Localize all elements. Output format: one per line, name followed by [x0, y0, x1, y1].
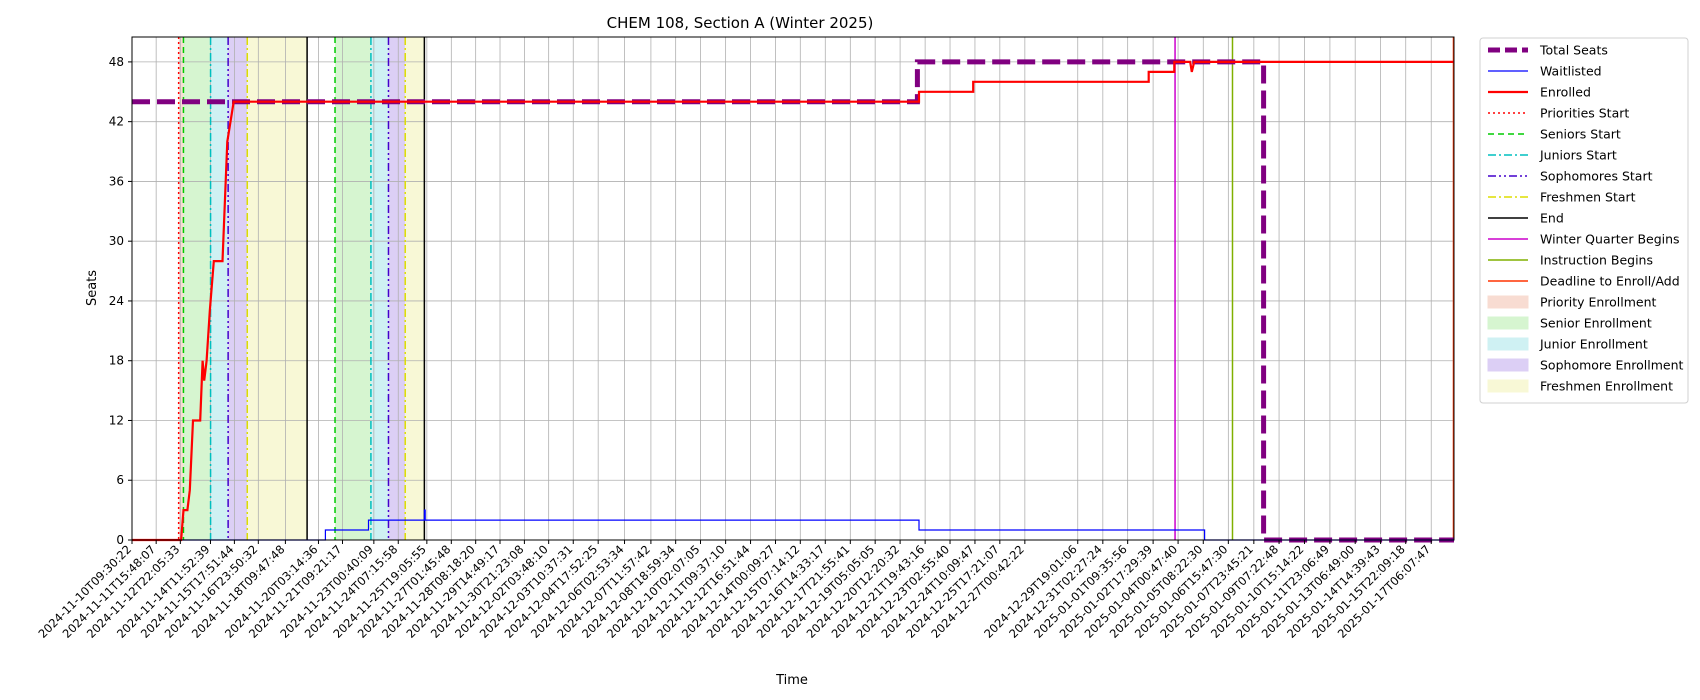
y-tick-label: 36: [109, 174, 124, 188]
grid: [131, 37, 1454, 541]
milestone-lines: [177, 37, 1455, 540]
legend-swatch: [1487, 316, 1529, 330]
series-line: [132, 509, 1454, 541]
legend-swatch: [1487, 379, 1529, 393]
legend-frame: [1479, 37, 1689, 404]
shaded-band: [370, 37, 389, 540]
legend-label: Enrolled: [1540, 85, 1591, 100]
shaded-band: [183, 37, 211, 540]
y-tick-label: 6: [116, 473, 124, 487]
y-tick-label: 42: [109, 115, 124, 129]
legend-label: Sophomore Enrollment: [1540, 358, 1684, 373]
legend-label: End: [1540, 211, 1564, 226]
shaded-band: [247, 37, 308, 540]
legend-label: Juniors Start: [1539, 148, 1617, 163]
y-axis-label: Seats: [85, 270, 100, 306]
legend-label: Total Seats: [1539, 43, 1608, 58]
shaded-band: [210, 37, 229, 540]
shaded-regions: [178, 37, 425, 540]
shaded-band: [178, 37, 184, 540]
plot-frame: [131, 36, 1455, 541]
legend-swatch: [1487, 295, 1529, 309]
legend-label: Waitlisted: [1540, 64, 1602, 79]
chart-title: CHEM 108, Section A (Winter 2025): [607, 14, 874, 32]
legend-label: Winter Quarter Begins: [1540, 232, 1680, 247]
legend-swatch: [1487, 337, 1529, 351]
legend-label: Junior Enrollment: [1539, 337, 1648, 352]
y-tick-label: 0: [116, 533, 124, 547]
x-axis-label: Time: [775, 673, 808, 688]
x-axis: 2024-11-10T09:30:222024-11-11T15:48:0720…: [35, 540, 1433, 641]
series-line: [132, 60, 1454, 542]
y-tick-label: 30: [109, 234, 124, 248]
legend-label: Sophomores Start: [1540, 169, 1653, 184]
shaded-band: [405, 37, 425, 540]
y-tick-label: 24: [109, 294, 124, 308]
y-axis: 0 6 12 18 24 30 36 42 48: [109, 55, 132, 547]
legend-label: Priority Enrollment: [1540, 295, 1657, 310]
shaded-band: [335, 37, 371, 540]
legend-label: Instruction Begins: [1540, 253, 1653, 268]
legend-label: Priorities Start: [1540, 106, 1629, 121]
legend-label: Senior Enrollment: [1540, 316, 1652, 331]
legend-swatch: [1487, 358, 1529, 372]
legend-label: Seniors Start: [1540, 127, 1621, 142]
shaded-band: [388, 37, 406, 540]
legend-label: Freshmen Start: [1540, 190, 1636, 205]
y-tick-label: 12: [109, 413, 124, 427]
legend-label: Freshmen Enrollment: [1540, 379, 1673, 394]
y-tick-label: 18: [109, 354, 124, 368]
legend-label: Deadline to Enroll/Add: [1540, 274, 1680, 289]
legend: Total Seats Waitlisted Enrolled Priorities …: [1479, 37, 1689, 404]
shaded-band: [228, 37, 248, 540]
y-tick-label: 48: [109, 55, 124, 69]
